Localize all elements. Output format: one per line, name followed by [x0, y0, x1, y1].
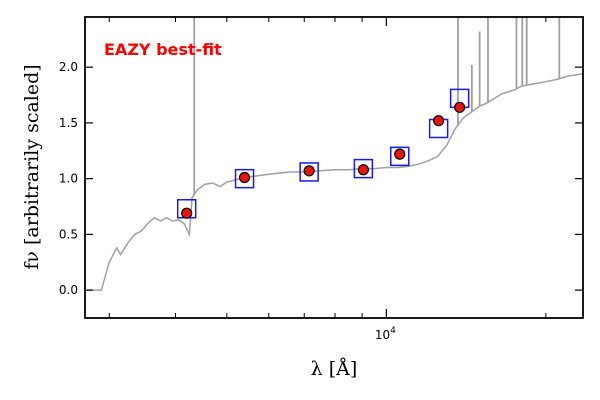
- y-tick-label: 2.0: [59, 60, 78, 74]
- model-flux-box: [390, 146, 410, 167]
- observed-flux-point: [303, 165, 315, 177]
- y-axis-label: fν [arbitrarily scaled]: [21, 64, 43, 269]
- y-tick-label: 1.0: [59, 172, 78, 186]
- observed-flux-point: [394, 148, 406, 160]
- y-tick-label: 1.5: [59, 116, 78, 130]
- photometry-layer: [176, 88, 470, 219]
- model-flux-box: [234, 168, 255, 189]
- model-flux-box: [353, 158, 374, 179]
- plot-frame: [84, 16, 584, 319]
- observed-flux-point: [181, 207, 193, 219]
- observed-flux-point: [433, 115, 445, 127]
- y-tick-label: 0.0: [59, 283, 78, 297]
- observed-flux-point: [238, 171, 251, 184]
- x-tick-label: 104: [375, 326, 396, 342]
- observed-flux-point: [357, 164, 369, 176]
- model-flux-box: [299, 162, 319, 182]
- annotation-label: EAZY best-fit: [104, 40, 222, 59]
- y-tick-label: 0.5: [59, 227, 78, 241]
- plot-background: [85, 17, 583, 318]
- observed-flux-point: [454, 101, 466, 113]
- x-axis-label: λ [Å]: [311, 358, 358, 380]
